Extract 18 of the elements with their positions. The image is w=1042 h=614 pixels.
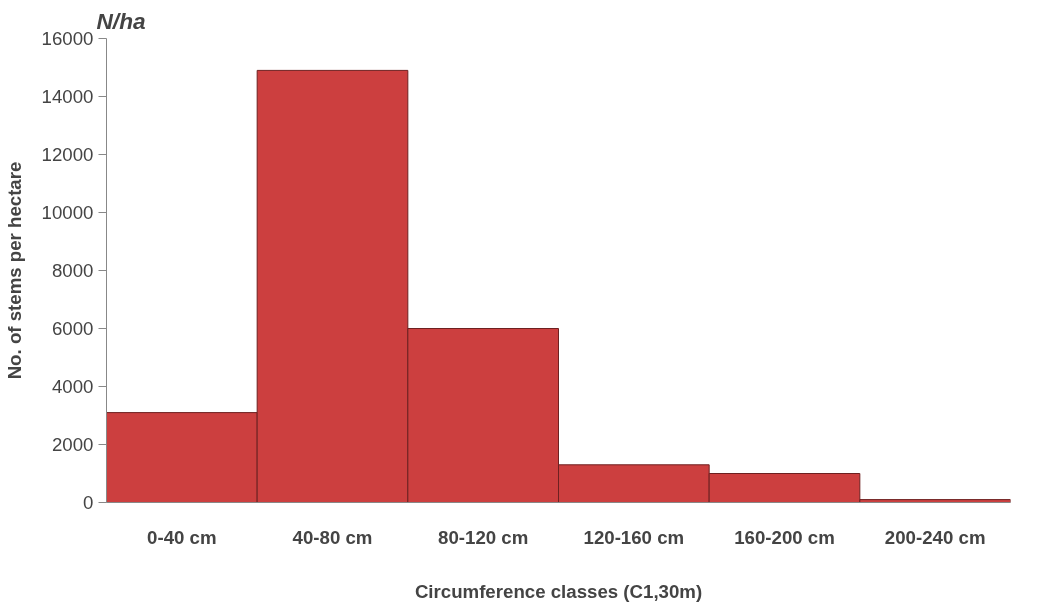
y-tick-label: 14000 — [41, 86, 94, 107]
x-tick-label: 160-200 cm — [734, 526, 835, 548]
y-tick-label: 2000 — [52, 434, 94, 455]
y-tick-label: 0 — [83, 492, 94, 513]
y-tick-label: 12000 — [41, 144, 94, 165]
y-tick-label: 10000 — [41, 202, 94, 223]
y-tick-label: 16000 — [41, 28, 94, 49]
x-tick-label: 0-40 cm — [147, 526, 217, 548]
y-axis-title: No. of stems per hectare — [3, 161, 25, 380]
y-tick-label: 6000 — [52, 318, 94, 339]
x-tick-label: 80-120 cm — [438, 526, 529, 548]
x-tick-label: 120-160 cm — [583, 526, 685, 548]
y-tick-label: 8000 — [52, 260, 94, 281]
x-axis-title: Circumference classes (C1,30m) — [414, 580, 703, 602]
chart-title: N/ha — [96, 7, 146, 34]
x-tick-label: 40-80 cm — [292, 526, 373, 548]
y-tick-label: 4000 — [52, 376, 94, 397]
x-tick-label: 200-240 cm — [884, 526, 986, 548]
